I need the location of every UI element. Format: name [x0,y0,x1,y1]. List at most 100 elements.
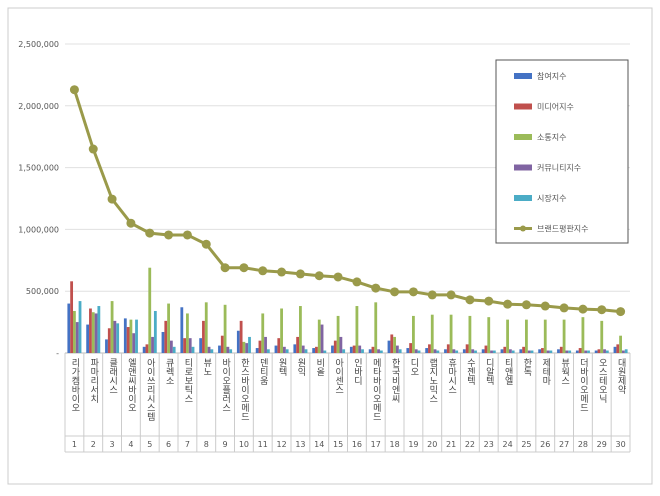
y-tick-label: 2,000,000 [18,102,59,111]
bar [107,328,111,353]
line-marker [408,287,418,297]
bar [490,350,493,353]
x-tick-label: 랩지노믹스 [427,357,437,403]
line-marker [182,230,192,240]
y-tick-label: - [56,349,59,358]
x-tick-label: 뷰노 [201,358,211,376]
bar [239,320,243,353]
line-marker [484,296,494,306]
bar [226,346,230,353]
bar [503,346,507,353]
bar [538,349,542,353]
bar [161,331,165,353]
bar [506,319,509,353]
line-marker [164,230,174,240]
bar [89,308,92,353]
rank-label: 29 [597,440,607,449]
bar [446,344,450,353]
rank-label: 21 [446,440,456,449]
bar [425,348,429,353]
bar [299,306,302,353]
bar [242,341,246,353]
bar [543,319,547,353]
bar [183,338,187,353]
line-marker [107,194,117,204]
bar [70,281,74,353]
bar [581,317,585,353]
rank-label: 26 [540,440,550,449]
bar [317,319,321,353]
legend-label: 브랜드평판지수 [537,224,589,234]
x-tick-label: 더바이오메드 [578,358,588,412]
bar [349,346,353,353]
line-marker [333,272,343,282]
bar [374,302,378,353]
line-marker [578,304,588,314]
rank-label: 10 [239,440,249,449]
bar [352,345,356,353]
bar [169,340,173,353]
bar [210,349,214,353]
bar [624,349,628,353]
bar [123,318,127,353]
bar [562,319,566,353]
bar [541,348,544,353]
bar [91,312,95,353]
bar [584,350,588,353]
line-marker [314,271,324,281]
bar [430,314,434,353]
bar [492,350,496,353]
bar [301,345,305,353]
bar [565,350,569,353]
bar [433,349,437,353]
x-tick-label: 큐렉소 [164,358,174,385]
x-tick-label: 바이오플러스 [220,358,230,412]
bar [530,350,534,353]
bar [603,349,606,353]
x-tick-label: 수젠텍 [465,358,475,386]
bar [331,345,334,353]
bar [368,349,372,353]
x-tick-label: 원익 [295,358,305,377]
line-marker [69,85,79,95]
bar [148,267,152,353]
bar [315,346,318,353]
line-marker [201,239,211,249]
bar [113,320,117,353]
line-marker [390,287,400,297]
line-marker [616,307,626,317]
bar [151,336,154,353]
rank-label: 9 [223,440,228,449]
bar [323,350,327,353]
line-marker [521,300,531,310]
rank-label: 25 [521,440,531,449]
bar [455,350,459,353]
bar [361,349,364,353]
bar [616,344,620,353]
rank-label: 3 [110,440,115,449]
x-tick-label: 비올 [314,358,324,376]
bar [202,320,205,353]
bar [559,346,563,353]
legend-label: 참여지수 [537,71,566,81]
line-marker [503,299,513,309]
bar [248,336,251,353]
x-tick-label: 한스바이오메드 [239,358,249,421]
bar [508,349,512,353]
bar [594,350,598,353]
bar [597,349,601,353]
bar [484,345,488,353]
bar [97,306,101,353]
x-tick-label: 디오 [408,358,418,376]
y-tick-label: 1,500,000 [18,164,59,173]
x-tick-label: 티앤엘 [503,358,513,385]
x-tick-label: 휴마시스 [446,358,456,394]
bar [462,349,466,353]
rank-label: 7 [185,440,190,449]
bar [266,349,270,353]
rank-label: 19 [408,440,418,449]
bar [522,346,526,353]
x-tick-label: 파마리서치 [88,358,98,404]
bar [444,349,447,353]
rank-label: 17 [371,440,381,449]
